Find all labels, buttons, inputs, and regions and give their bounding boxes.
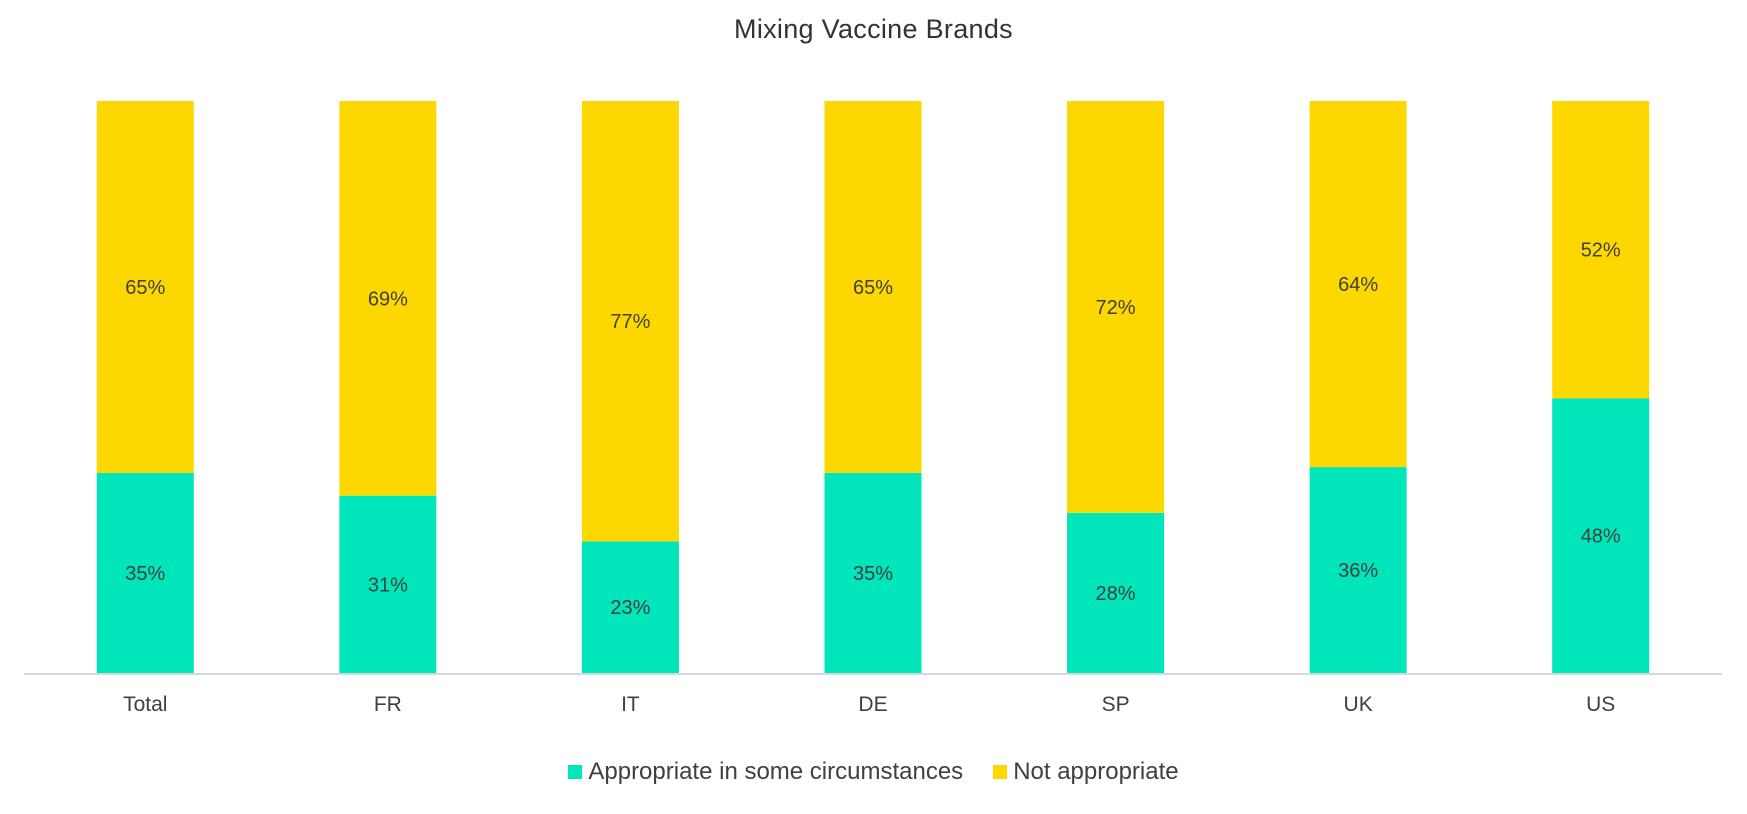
chart-title: Mixing Vaccine Brands [734,14,1013,44]
bar-fr-not-appropriate [339,101,437,496]
x-tick-label-us: US [1586,693,1615,716]
bar-total-appropriate-in-some-circumstances [96,472,194,673]
data-label-total-not-appropriate: 65% [125,277,165,299]
bar-it-appropriate-in-some-circumstances [581,541,679,673]
data-label-fr-appropriate-in-some-circumstances: 31% [368,574,408,596]
legend: Appropriate in some circumstances Not ap… [0,758,1747,786]
data-label-de-appropriate-in-some-circumstances: 35% [853,563,893,585]
x-tick-label-uk: UK [1344,693,1373,716]
bar-total-not-appropriate [96,101,194,473]
data-label-us-not-appropriate: 52% [1581,240,1621,262]
data-label-fr-not-appropriate: 69% [368,288,408,310]
data-label-it-not-appropriate: 77% [610,311,650,333]
bars-group: 35% 65% 31% 69% 23% 77% 35% 65% 28% 72% 36% 64% 48% 5… [96,101,1650,673]
x-tick-label-fr: FR [374,693,402,716]
bar-fr-appropriate-in-some-circumstances [339,495,437,673]
chart-plot: 35% 65% 31% 69% 23% 77% 35% 65% 28% 72% 36% 64% 48% 5… [24,101,1722,716]
x-tick-labels: Total FR IT DE SP UK US [123,693,1615,716]
data-label-it-appropriate-in-some-circumstances: 23% [610,597,650,619]
bar-uk-appropriate-in-some-circumstances [1309,467,1407,673]
bar-sp-not-appropriate [1067,101,1165,513]
legend-item-appropriate: Appropriate in some circumstances [568,758,963,786]
bar-de-not-appropriate [824,101,922,473]
bar-it-not-appropriate [581,101,679,542]
data-label-total-appropriate-in-some-circumstances: 35% [125,563,165,585]
x-tick-label-total: Total [123,693,167,716]
bar-us-not-appropriate [1552,101,1650,399]
data-label-sp-not-appropriate: 72% [1096,297,1136,319]
legend-item-not-appropriate: Not appropriate [993,758,1179,786]
legend-swatch-not-appropriate [993,765,1008,779]
data-label-uk-appropriate-in-some-circumstances: 36% [1338,560,1378,582]
data-label-us-appropriate-in-some-circumstances: 48% [1581,526,1621,548]
data-label-uk-not-appropriate: 64% [1338,274,1378,296]
x-tick-label-it: IT [621,693,640,716]
bar-uk-not-appropriate [1309,101,1407,468]
bar-sp-appropriate-in-some-circumstances [1067,512,1165,673]
data-label-sp-appropriate-in-some-circumstances: 28% [1096,583,1136,605]
legend-swatch-appropriate [568,765,583,779]
x-tick-label-sp: SP [1102,693,1130,716]
legend-label-not-appropriate: Not appropriate [1013,758,1179,785]
bar-de-appropriate-in-some-circumstances [824,472,922,673]
data-label-de-not-appropriate: 65% [853,277,893,299]
legend-label-appropriate: Appropriate in some circumstances [588,758,964,785]
x-tick-label-de: DE [858,693,887,716]
bar-us-appropriate-in-some-circumstances [1552,398,1650,673]
